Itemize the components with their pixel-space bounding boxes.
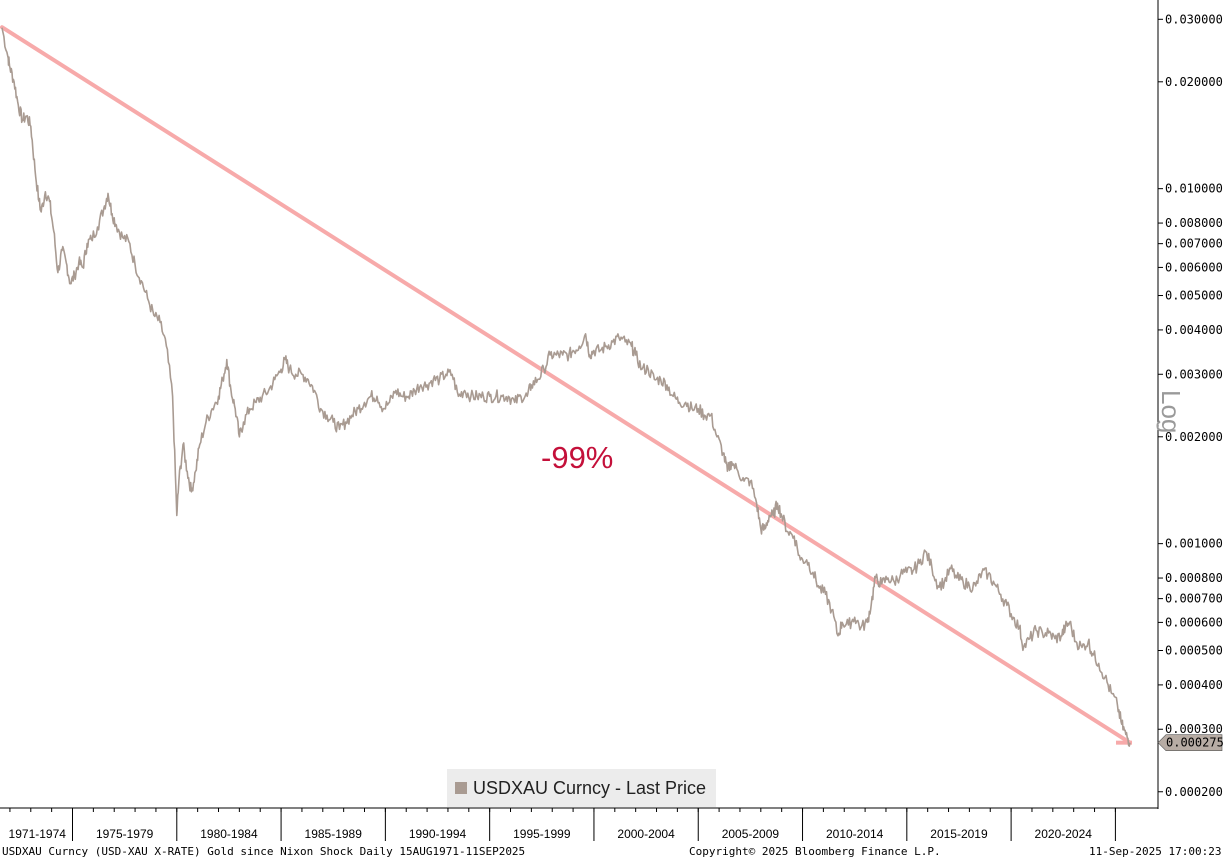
y-tick-label: 0.000300 (1165, 722, 1223, 736)
legend-label: USDXAU Curncy - Last Price (473, 777, 707, 798)
y-tick-label: 0.007000 (1165, 237, 1223, 251)
y-tick-label: 0.020000 (1165, 75, 1223, 89)
x-tick-label: 1990-1994 (409, 827, 467, 841)
x-tick-label: 2005-2009 (722, 827, 780, 841)
last-price-label: 0.000275 (1166, 736, 1223, 750)
decline-annotation: -99% (541, 440, 614, 475)
log-scale-label: Log (1156, 390, 1186, 434)
x-tick-label: 1971-1974 (9, 827, 67, 841)
legend: USDXAU Curncy - Last Price (447, 769, 717, 807)
x-tick-label: 2020-2024 (1035, 827, 1093, 841)
x-tick-label: 2015-2019 (930, 827, 988, 841)
x-tick-label: 2000-2004 (617, 827, 675, 841)
y-tick-label: 0.008000 (1165, 216, 1223, 230)
axis-layer: 0.030000 0.020000 0.010000 0.008000 0.007000… (0, 0, 1223, 841)
y-tick-label: 0.005000 (1165, 289, 1223, 303)
y-tick-label: 0.003000 (1165, 367, 1223, 381)
y-tick-label: 0.000400 (1165, 678, 1223, 692)
y-tick-label: 0.000500 (1165, 643, 1223, 657)
legend-swatch (455, 782, 467, 794)
x-tick-label: 2010-2014 (826, 827, 884, 841)
x-tick-label: 1980-1984 (200, 827, 258, 841)
y-tick-label: 0.000700 (1165, 592, 1223, 606)
y-tick-label: 0.001000 (1165, 537, 1223, 551)
y-tick-label: 0.010000 (1165, 182, 1223, 196)
trendline (0, 25, 1132, 745)
y-tick-label: 0.002000 (1165, 430, 1223, 444)
y-tick-label: 0.030000 (1165, 12, 1223, 26)
footer-source: USDXAU Curncy (USD-XAU X-RATE) Gold sinc… (2, 845, 526, 858)
y-tick-label: 0.000200 (1165, 785, 1223, 799)
y-tick-label: 0.000600 (1165, 615, 1223, 629)
y-tick-label: 0.000800 (1165, 571, 1223, 585)
x-tick-label: 1995-1999 (513, 827, 571, 841)
y-tick-label: 0.004000 (1165, 323, 1223, 337)
price-series-line (1, 27, 1131, 747)
y-tick-label: 0.006000 (1165, 260, 1223, 274)
x-tick-label: 1975-1979 (96, 827, 154, 841)
series-layer (1, 27, 1131, 747)
footer-timestamp: 11-Sep-2025 17:00:23 (1089, 845, 1222, 858)
footer: USDXAU Curncy (USD-XAU X-RATE) Gold sinc… (0, 843, 1223, 860)
footer-copyright: Copyright© 2025 Bloomberg Finance L.P. (689, 845, 941, 858)
last-price-marker: 0.000275 (1157, 734, 1223, 751)
last-price-box (1157, 734, 1223, 751)
x-tick-label: 1985-1989 (305, 827, 363, 841)
